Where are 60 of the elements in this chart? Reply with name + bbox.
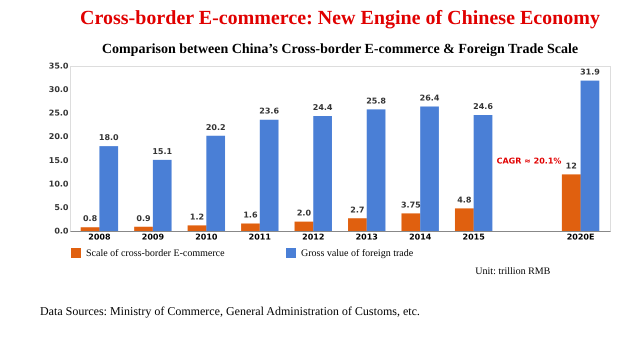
bar: [313, 116, 332, 231]
bar: [474, 115, 492, 231]
y-tick-label: 20.0: [48, 132, 69, 142]
bar: [562, 174, 581, 231]
bar: [454, 208, 474, 231]
data-label: 31.9: [580, 68, 600, 77]
bar: [80, 227, 100, 231]
y-tick-label: 10.0: [48, 179, 69, 188]
bar: [241, 223, 260, 231]
text: Unit: trillion RMB: [475, 266, 551, 277]
x-tick-label: 2014: [409, 232, 432, 242]
y-tick-label: 25.0: [48, 108, 69, 118]
x-tick-label: 2015: [462, 232, 486, 242]
y-tick-label: 15.0: [48, 156, 69, 165]
data-label: 24.4: [312, 102, 333, 112]
x-tick-label: 2010: [195, 232, 218, 242]
data-label: 18.0: [98, 133, 120, 142]
bar: [366, 109, 386, 231]
data-label: 23.6: [259, 106, 280, 116]
x-tick-label: 2009: [142, 232, 164, 242]
x-tick-label: 2020E: [566, 232, 594, 242]
bar: [348, 218, 367, 231]
y-tick-label: 5.0: [54, 202, 69, 212]
data-label: 20.2: [206, 122, 226, 132]
x-tick-label: 2008: [88, 232, 111, 242]
data-label: 15.1: [152, 146, 173, 156]
text: Data Sources: Ministry of Commerce, General Administration of Customs, etc.: [40, 304, 420, 318]
data-label: 25.8: [366, 96, 386, 106]
data-label: 2.0: [296, 208, 312, 218]
legend-label: Gross value of foreign trade: [301, 248, 414, 259]
bar: [152, 160, 172, 231]
x-tick-label: 2012: [302, 232, 324, 242]
bar: [420, 106, 439, 231]
data-label: 0.9: [136, 214, 152, 223]
y-tick-label: 0.0: [54, 226, 69, 236]
data-label: 1.2: [190, 212, 204, 222]
y-tick-label: 30.0: [48, 85, 69, 94]
chart-subtitle: Comparison between China’s Cross-border E-commerce & Foreign Trade Scale: [102, 42, 578, 57]
bar: [294, 222, 314, 231]
bar: [99, 146, 118, 231]
data-label: 0.8: [82, 214, 98, 224]
legend-label: Scale of cross-border E-commerce: [86, 248, 226, 259]
x-tick-label: 2011: [248, 232, 272, 242]
data-label: 2.7: [350, 205, 364, 214]
data-label: 24.6: [473, 102, 494, 112]
data-label: 26.4: [420, 94, 440, 103]
chart-title: Cross-border E-commerce: New Engine of Chinese Economy: [80, 7, 600, 29]
data-label: 1.6: [243, 210, 258, 220]
data-label: 12: [566, 161, 577, 170]
bar: [206, 136, 226, 231]
x-tick-label: 2013: [356, 232, 378, 242]
data-label: 4.8: [457, 195, 472, 204]
bar: [580, 80, 600, 231]
bar: [134, 226, 153, 231]
bar: [401, 213, 420, 231]
y-tick-label: 35.0: [48, 62, 69, 70]
data-label: 3.75: [400, 200, 422, 210]
bar: [188, 225, 206, 231]
bar: [260, 120, 279, 231]
annotation: CAGR ≈ 20.1%: [496, 156, 562, 166]
